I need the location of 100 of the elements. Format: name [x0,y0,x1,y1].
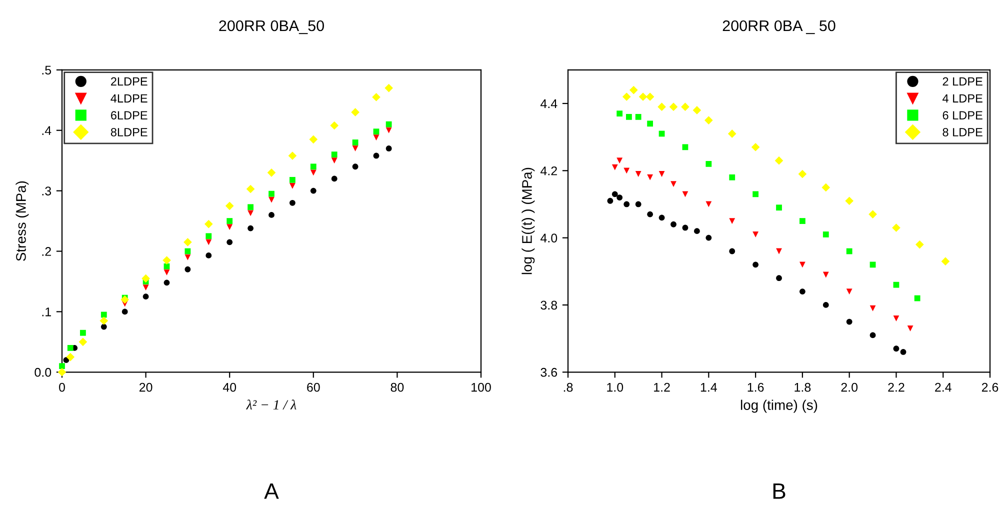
legend-label: 4LDPE [110,94,148,102]
point [100,316,108,325]
legend-label: 6 LDPE [942,111,982,120]
point [893,315,900,322]
point [246,184,255,194]
point [870,262,876,268]
point [310,164,316,170]
point [290,183,296,189]
point [67,345,74,351]
point [729,174,736,180]
point [629,86,638,94]
point [352,139,358,146]
point [616,158,623,164]
point [100,312,107,318]
point [822,272,829,278]
point [331,158,338,164]
point [682,144,688,150]
point [774,156,784,165]
x-tick-label: 2.2 [888,382,904,392]
point [729,218,736,224]
point [607,198,614,204]
point [142,284,149,290]
point [669,102,678,112]
point [822,302,829,308]
point [66,352,75,362]
text: B [773,483,786,499]
point [900,349,906,355]
point [822,232,829,238]
x-tick-label: 1.0 [607,382,624,392]
point [694,228,700,234]
x-tick-label: 60 [307,382,320,392]
point [682,224,688,231]
legend-label: 2 LDPE [942,77,982,86]
point [893,346,900,352]
y-tick-label: .5 [42,66,52,75]
y-tick-label: 4.0 [540,234,558,242]
point [800,288,806,294]
point [142,294,149,300]
x-tick-label: 2.6 [982,382,998,392]
point [162,256,171,264]
point [288,152,297,160]
text: A [264,483,279,499]
point [331,176,338,182]
point [706,160,712,167]
point [752,191,758,198]
point [907,326,914,332]
point [352,164,358,170]
x-tick-label: 0 [59,382,65,392]
y-tick-label: .4 [42,126,52,135]
point [798,170,807,178]
x-tick-label: 2.4 [935,382,952,392]
point [670,221,676,228]
point [100,324,107,330]
point [268,190,274,197]
point [647,120,653,127]
x-axis-title: λ² − 1 / λ [246,400,296,410]
point [776,275,782,282]
point [372,92,380,102]
point [248,225,254,232]
point [330,121,339,130]
x-tick-label: 1.4 [700,383,717,392]
point [310,170,316,176]
point [670,181,676,188]
point [206,233,212,240]
point [751,142,760,152]
legend-label: 4 LDPE [942,94,982,102]
point [184,238,192,246]
point [204,220,213,228]
point [386,146,392,152]
point [845,196,854,206]
point [63,357,70,363]
point [846,288,852,294]
point [893,282,900,288]
point [248,204,254,210]
point [706,201,712,208]
point [142,274,150,283]
point [916,240,924,249]
point [268,196,274,203]
point [612,164,618,170]
point [386,121,392,128]
point [846,318,852,325]
point [752,262,758,268]
y-axis-title: Stress (MPa) [16,181,29,261]
point [638,92,648,101]
point [692,106,702,114]
point [309,135,318,144]
point [164,263,170,270]
y-tick-label: 4.2 [540,166,557,176]
x-tick-label: 1.2 [654,382,670,392]
chart-title: 200RR 0BA_50 [219,20,324,34]
point [624,201,630,208]
point [268,212,274,218]
point [626,114,632,120]
point [822,183,830,192]
point [658,214,665,221]
point [612,191,618,198]
point [892,224,900,232]
point [78,338,88,346]
point [622,92,631,101]
point [352,146,358,152]
